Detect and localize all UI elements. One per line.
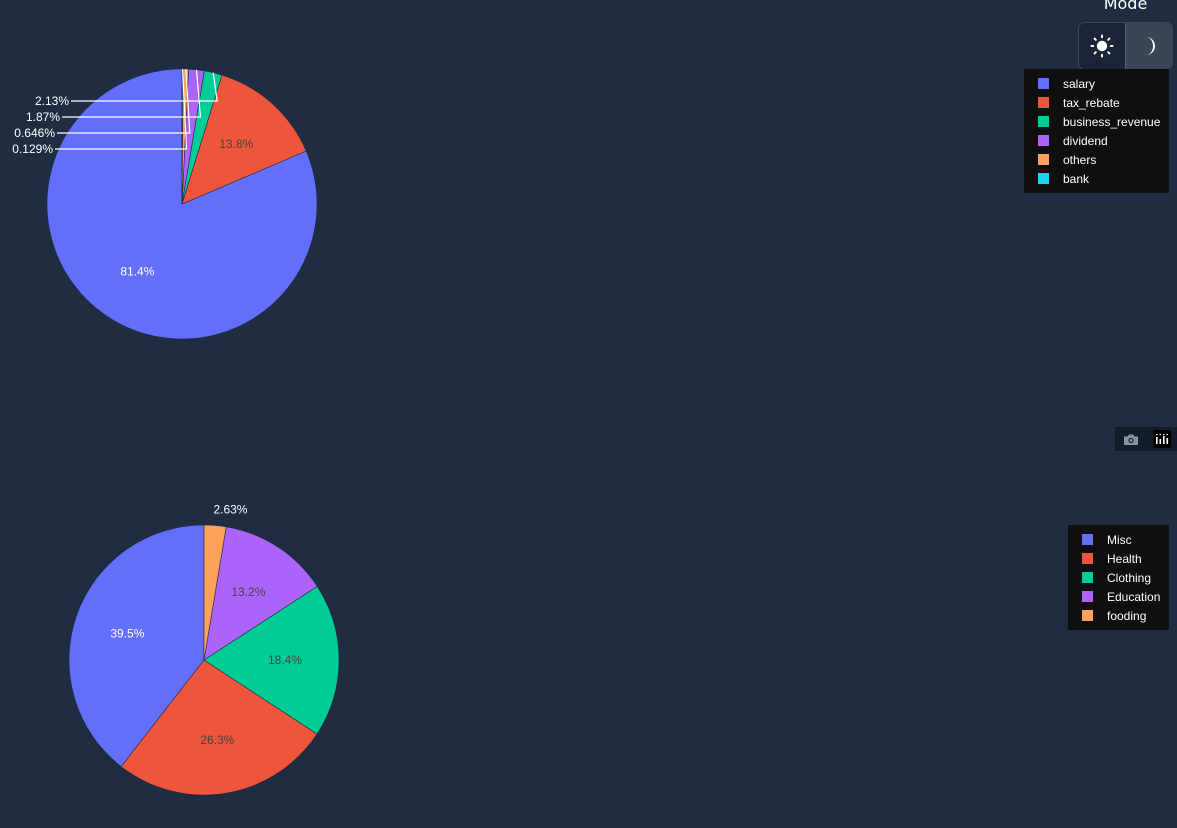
slice-label-tax-rebate: 13.8% [219,137,253,151]
legend-swatch [1082,572,1093,583]
legend-label: Misc [1107,532,1132,547]
dark-mode-button[interactable] [1125,23,1172,69]
legend-swatch [1038,173,1049,184]
slice-label-fooding: 2.63% [213,503,247,517]
moon-icon [1146,37,1155,55]
pie-slice-health[interactable] [120,659,318,796]
sun-icon [1090,34,1114,58]
legend-item-others[interactable]: others [1038,150,1161,169]
legend-label: bank [1063,171,1090,186]
pie-slice-tax-rebate[interactable] [181,74,307,205]
legend-label: fooding [1107,608,1147,623]
label-leader-line [55,68,188,150]
income-legend: salary tax_rebate business_revenue dividend… [1024,69,1169,193]
legend-label: dividend [1063,133,1108,148]
legend-label: business_revenue [1063,114,1161,129]
plotly-logo-icon [1152,430,1171,448]
slice-label-bank: 0.129% [12,142,53,156]
pie-slice-misc[interactable] [68,524,205,768]
legend-swatch [1038,97,1049,108]
legend-label: Health [1107,551,1142,566]
light-mode-button[interactable] [1079,23,1125,69]
legend-swatch [1082,553,1093,564]
legend-label: salary [1063,76,1096,91]
label-leader-line [57,69,191,134]
label-leader-line [62,69,202,118]
expense-legend: Misc Health Clothing Education fooding [1068,525,1169,630]
legend-swatch [1038,135,1049,146]
plotly-logo-button[interactable] [1146,427,1177,451]
legend-swatch [1082,591,1093,602]
legend-label: others [1063,152,1097,167]
legend-item-health[interactable]: Health [1082,549,1161,568]
legend-item-education[interactable]: Education [1082,587,1161,606]
legend-label: tax_rebate [1063,95,1120,110]
legend-item-salary[interactable]: salary [1038,74,1161,93]
expense-pie: 39.5% 26.3% 18.4% 13.2% 2.63% [68,503,340,796]
slice-label-salary: 81.4% [120,265,154,279]
legend-swatch [1082,534,1093,545]
legend-label: Clothing [1107,570,1152,585]
pie-slice-clothing[interactable] [203,586,340,735]
legend-item-misc[interactable]: Misc [1082,530,1161,549]
label-leader-line [71,72,218,102]
legend-item-bank[interactable]: bank [1038,169,1161,188]
legend-item-dividend[interactable]: dividend [1038,131,1161,150]
legend-swatch [1038,116,1049,127]
camera-icon [1123,434,1138,445]
legend-swatch [1082,610,1093,621]
slice-label-education: 13.2% [231,585,265,599]
legend-item-tax-rebate[interactable]: tax_rebate [1038,93,1161,112]
slice-label-health: 26.3% [200,733,234,747]
pie-slice-fooding[interactable] [203,524,227,661]
income-pie: 81.4% 13.8% 2.13% 1.87% 0.646% 0.129% [12,68,318,340]
pie-slice-education[interactable] [203,526,318,661]
slice-label-clothing: 18.4% [268,653,302,667]
legend-swatch [1038,78,1049,89]
legend-item-fooding[interactable]: fooding [1082,606,1161,625]
slice-label-business-revenue: 2.13% [35,94,69,108]
slice-label-misc: 39.5% [110,627,144,641]
legend-label: Education [1107,589,1161,604]
slice-label-others: 0.646% [14,126,55,140]
mode-label: Mode [1103,0,1148,13]
mode-toggle[interactable] [1078,22,1173,70]
legend-item-business-revenue[interactable]: business_revenue [1038,112,1161,131]
chart-modebar [1115,427,1177,451]
download-plot-button[interactable] [1115,427,1146,451]
slice-label-dividend: 1.87% [26,110,60,124]
legend-swatch [1038,154,1049,165]
legend-item-clothing[interactable]: Clothing [1082,568,1161,587]
